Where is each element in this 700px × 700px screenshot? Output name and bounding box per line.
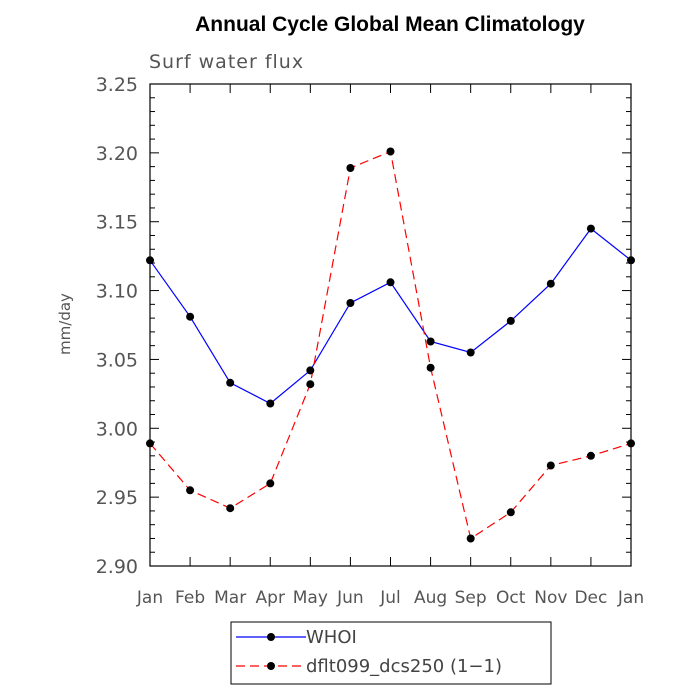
legend-box [230,621,552,685]
data-point-s1 [466,534,475,543]
data-point-s1 [627,439,635,448]
data-point-s1 [386,147,395,156]
x-tick-label: Jul [379,588,401,608]
chart-title: Annual Cycle Global Mean Climatology [195,13,585,36]
y-tick-label: 3.25 [96,74,138,96]
chart-subtitle: Surf water flux [149,51,304,73]
x-tick-label: Mar [214,588,246,608]
data-point-s1 [226,504,235,513]
data-point-s0 [506,316,515,325]
data-point-s0 [226,378,235,387]
data-point-s1 [546,461,555,470]
y-tick-label: 3.15 [96,212,138,234]
data-point-s1 [186,486,195,495]
x-tick-label: Sep [455,588,487,608]
series-line-1 [149,150,632,540]
y-tick-label: 2.90 [96,556,138,578]
legend-marker-dflt [267,662,275,670]
x-tick-label: Oct [496,588,526,608]
data-point-s0 [466,348,475,357]
x-tick-label: Jan [136,588,163,608]
x-tick-label: Aug [414,588,447,608]
x-tick-label: Nov [534,588,567,608]
data-point-s0 [186,312,195,321]
y-tick-label: 3.00 [96,418,138,440]
y-axis-label: mm/day [56,293,74,355]
legend-label-whoi: WHOI [306,627,357,648]
data-point-s1 [586,451,595,460]
y-tick-label: 3.05 [96,349,138,371]
data-point-s0 [426,337,435,346]
y-tick-label: 3.20 [96,143,138,165]
x-tick-label: Jan [617,588,644,608]
data-point-s0 [546,279,555,288]
data-point-s0 [266,399,275,408]
legend: WHOI dflt099_dcs250 (1−1) [230,621,552,685]
x-tick-label: Jun [336,588,364,608]
data-point-s0 [627,256,635,265]
data-point-s0 [306,366,315,375]
data-point-s1 [426,363,435,372]
x-tick-label: May [293,588,328,608]
data-point-s1 [506,508,515,517]
axes: 2.90 2.95 3.00 3.05 3.10 3.15 3.20 3.25 Jan Feb Ma… [96,74,644,608]
data-point-s0 [346,299,355,307]
data-point-s1 [306,380,315,389]
y-tick-label: 2.95 [96,487,138,509]
legend-marker-whoi [267,633,275,641]
series-group [146,147,635,543]
plot-frame [149,83,632,567]
data-point-s0 [386,278,395,287]
data-point-s0 [586,224,595,233]
data-point-s1 [266,479,275,488]
legend-label-dflt: dflt099_dcs250 (1−1) [306,656,502,677]
x-tick-label: Dec [574,588,607,608]
data-point-s1 [146,439,154,448]
x-tick-label: Feb [175,588,205,608]
series-line-0 [149,227,632,405]
x-tick-label: Apr [256,588,285,608]
data-point-s1 [346,164,355,172]
y-tick-label: 3.10 [96,281,138,303]
data-point-s0 [146,256,154,265]
